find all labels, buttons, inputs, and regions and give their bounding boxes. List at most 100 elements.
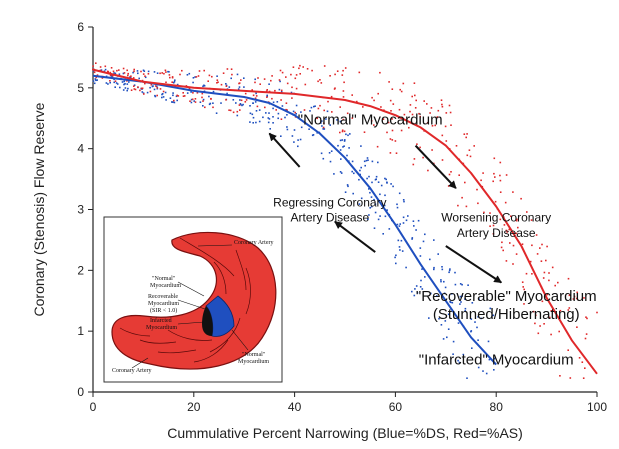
data-point-red: [294, 77, 297, 80]
data-point-red: [515, 232, 518, 235]
data-point-blue: [242, 103, 244, 106]
data-point-red: [195, 76, 198, 78]
data-point-blue: [373, 198, 375, 201]
scatter-points: [92, 62, 598, 379]
data-point-blue: [156, 72, 159, 74]
data-point-red: [323, 65, 326, 67]
data-point-blue: [384, 194, 386, 197]
data-point-red: [298, 67, 300, 70]
data-point-red: [216, 82, 218, 84]
data-point-red: [142, 73, 145, 75]
data-point-blue: [103, 70, 106, 72]
data-point-red: [512, 263, 514, 265]
data-point-blue: [147, 70, 150, 73]
data-point-red: [132, 77, 135, 79]
data-point-blue: [192, 81, 194, 84]
data-point-blue: [386, 181, 388, 184]
data-point-blue: [452, 340, 455, 343]
data-point-blue: [265, 112, 267, 114]
data-point-blue: [124, 83, 126, 85]
data-point-red: [489, 212, 491, 214]
data-point-blue: [333, 173, 335, 175]
data-point-red: [554, 284, 556, 287]
data-point-blue: [100, 69, 103, 71]
data-point-blue: [258, 109, 261, 111]
data-point-red: [548, 279, 550, 282]
data-point-blue: [241, 104, 243, 107]
data-point-red: [278, 79, 281, 81]
data-point-blue: [92, 70, 95, 72]
data-point-red: [466, 154, 469, 157]
data-point-blue: [208, 95, 210, 98]
data-point-blue: [300, 111, 302, 113]
data-point-red: [346, 112, 349, 115]
data-point-blue: [280, 135, 282, 137]
data-point-blue: [144, 76, 147, 79]
annotation-text: Worsening Coronary: [441, 211, 551, 225]
data-point-red: [521, 243, 524, 245]
data-point-red: [319, 104, 321, 107]
data-point-blue: [349, 133, 351, 135]
data-point-red: [584, 337, 587, 340]
data-point-blue: [395, 262, 397, 265]
data-point-blue: [291, 135, 294, 137]
data-point-blue: [412, 220, 415, 222]
data-point-red: [122, 67, 125, 70]
data-point-blue: [280, 91, 283, 93]
myocardium-crescent: [111, 231, 277, 370]
data-point-red: [274, 89, 276, 92]
data-point-red: [457, 204, 459, 207]
data-point-red: [434, 124, 436, 127]
data-point-blue: [377, 218, 380, 221]
data-point-red: [419, 146, 421, 149]
data-point-red: [465, 205, 468, 208]
x-tick-label: 20: [187, 400, 201, 414]
data-point-red: [477, 202, 479, 205]
data-point-red: [441, 159, 444, 161]
data-point-blue: [193, 100, 195, 102]
data-point-blue: [111, 75, 113, 78]
data-point-blue: [396, 206, 399, 209]
data-point-blue: [366, 157, 369, 159]
data-point-red: [584, 367, 586, 369]
data-point-red: [351, 94, 353, 96]
data-point-red: [499, 191, 502, 193]
data-point-red: [483, 211, 485, 214]
data-point-red: [520, 197, 522, 200]
data-point-red: [182, 92, 184, 94]
data-point-red: [161, 72, 163, 74]
data-point-red: [399, 88, 401, 91]
data-point-blue: [440, 324, 443, 326]
data-point-red: [285, 102, 288, 104]
data-point-blue: [368, 175, 370, 178]
data-point-blue: [272, 122, 274, 124]
data-point-blue: [254, 78, 256, 81]
data-point-blue: [413, 294, 416, 297]
data-point-blue: [165, 99, 167, 101]
data-point-blue: [277, 112, 280, 115]
data-point-red: [159, 88, 162, 90]
data-point-blue: [402, 199, 405, 201]
data-point-blue: [352, 192, 354, 195]
data-point-blue: [379, 215, 381, 217]
data-point-red: [536, 253, 539, 255]
data-point-red: [133, 68, 135, 71]
data-point-blue: [359, 173, 361, 176]
data-point-blue: [485, 372, 488, 375]
data-point-blue: [267, 117, 270, 119]
data-point-red: [225, 85, 228, 87]
data-point-blue: [215, 112, 218, 114]
data-point-red: [177, 95, 180, 97]
data-point-blue: [457, 322, 460, 324]
annotation-text: Artery Disease: [457, 226, 536, 240]
x-tick-label: 100: [587, 400, 607, 414]
data-point-blue: [360, 166, 362, 169]
data-point-red: [463, 133, 466, 135]
data-point-red: [331, 111, 333, 113]
data-point-blue: [322, 127, 325, 130]
data-point-blue: [383, 204, 386, 207]
data-point-blue: [482, 370, 484, 372]
data-point-blue: [367, 159, 369, 161]
data-point-blue: [297, 145, 299, 148]
data-point-blue: [225, 83, 227, 85]
